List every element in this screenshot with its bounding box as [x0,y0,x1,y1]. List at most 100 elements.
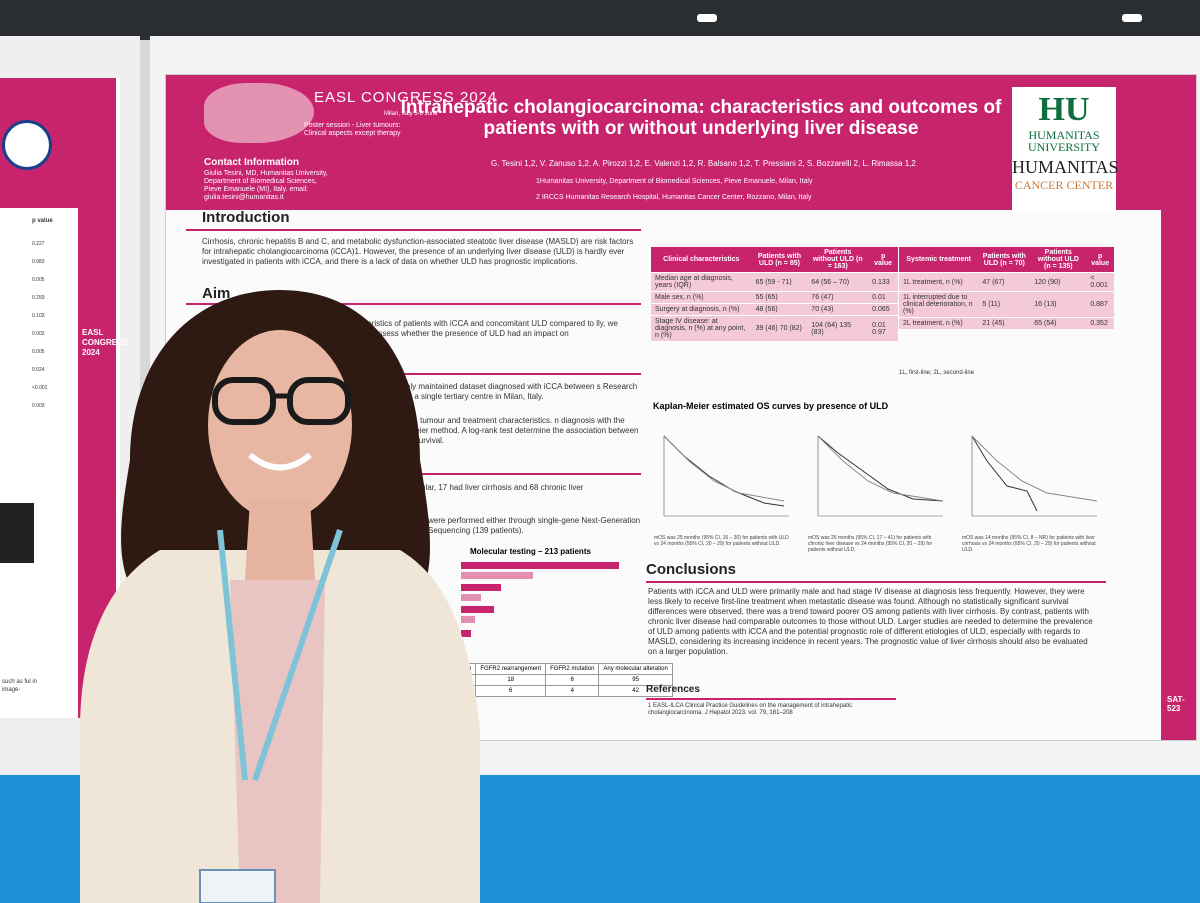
results-text: ular, 17 had liver cirrhosis and 68 chro… [421,483,584,492]
top [230,580,325,903]
table-cell: 65 (54) [1030,317,1087,329]
table-cell: 104 (64) 135 (83) [807,315,869,341]
conclusions-heading: Conclusions [646,561,737,578]
molecular-bar-chart [461,562,619,637]
presenter-photo [80,290,480,903]
mol-cell: 4 [545,685,600,697]
bar [461,572,533,579]
p-value: 0.103 [32,313,45,319]
table-header: Systemic treatment [899,247,979,273]
poster-side-strip: SAT-523 [1161,75,1196,740]
easl-congress-logo: EASL CONGRESS 2024 [314,89,498,106]
side-label: SAT-523 [1167,695,1185,713]
table-cell: 0.01 [868,291,898,304]
systemic-treatment-table: Systemic treatment Patients with ULD (n … [899,247,1114,329]
left-poster-values: 0.227 0.983 0.005 0.259 0.103 0.002 0.00… [32,235,47,415]
table-cell: 2L treatment, n (%) [899,317,979,329]
table-header: Patients without ULD (n = 135) [1030,247,1087,273]
km-title: Kaplan-Meier estimated OS curves by pres… [653,401,889,411]
table-cell: 0.065 [868,303,898,316]
p-value: 0.005 [32,349,45,355]
table-cell: Male sex, n (%) [651,291,752,304]
table-cell: Surgery at diagnosis, n (%) [651,303,752,316]
table-cell: 48 (56) [751,303,808,316]
table-header: Patients with ULD (n = 70) [978,247,1031,273]
bar [461,584,501,591]
results-text-2: were performed either through single-gen… [428,516,641,535]
left-poster-seal [2,120,52,170]
face [208,330,352,520]
km-caption: mOS was 25 months (95% CI, 16 – 30) for … [654,535,789,547]
ceiling-light [697,14,717,22]
table-cell: Stage IV disease: at diagnosis, n (%) at… [651,315,752,341]
table-cell: 1L interrupted due to clinical deteriora… [899,291,979,318]
affiliation-1: 1Humanitas University, Department of Bio… [536,178,813,185]
left-poster-photo [0,503,34,563]
table-cell: 39 (46) 70 (82) [751,315,808,341]
table-cell: 21 (45) [978,317,1031,329]
table-cell: 47 (67) [978,272,1031,292]
table-cell: 16 (13) [1030,291,1087,318]
table-header: Patients without ULD (n = 163) [807,247,869,273]
km-caption: mOS was 26 months (95% CI, 17 – 41) for … [808,535,933,553]
section-rule [646,698,896,700]
section-rule [186,229,641,231]
table-cell: 0.887 [1086,291,1114,318]
table-cell: 55 (65) [751,291,808,304]
methods-text: spectively maintained dataset diagnosed … [381,382,638,401]
p-value: <0.001 [32,385,48,391]
introduction-text: Cirrhosis, chronic hepatitis B and C, an… [202,237,634,266]
bar [461,594,481,601]
km-plot-chronic [817,435,944,517]
clinical-characteristics-table: Clinical characteristics Patients with U… [651,247,898,341]
humanitas-logo: HU HUMANITAS UNIVERSITY HUMANITAS CANCER… [1012,87,1119,212]
references-heading: References [646,684,700,695]
table-cell: 70 (43) [807,303,869,316]
table-cell: 0.01 0.97 [868,315,898,341]
neck [245,500,315,580]
hu-subtitle: HUMANITAS UNIVERSITY [1028,128,1100,154]
mol-cell: 42 [598,685,673,697]
table-cell: 65 (59 - 71) [751,272,808,292]
table-cell: 0.352 [1086,317,1114,329]
left-poster-congress: EASL CONGRESS 2024 [82,328,128,357]
table-cell: 64 (56 – 70) [807,272,869,292]
systemic-footnote: 1L, first-line; 2L, second-line [899,370,975,376]
bar [461,630,471,637]
mol-header: FGFR2 mutation [545,663,600,675]
p-value: 0.983 [32,259,45,265]
congress-city: Milan, Italy 5-8 June [384,111,438,117]
aim-text: characteristics of patients with iCCA an… [341,319,618,338]
bar [461,562,619,569]
section-rule [186,303,641,305]
p-value: 0.002 [32,331,45,337]
glasses-right [287,377,351,425]
poster-title: Intrahepatic cholangiocarcinoma: charact… [400,97,1002,139]
table-header: p value [868,247,898,273]
affiliation-2: 2 IRCCS Humanitas Research Hospital, Hum… [536,194,812,201]
table-cell: 5 (11) [978,291,1031,318]
lanyard [217,529,343,781]
references-text: 1 EASL-ILCA Clinical Practice Guidelines… [648,703,853,716]
table-cell: < 0.001 [1086,272,1114,292]
mol-cell: 6 [545,674,600,686]
liver-graphic [204,83,314,143]
section-rule [646,581,1106,583]
km-plot-cirrhosis [971,435,1098,517]
p-value: 0.005 [32,277,45,283]
table-header: Clinical characteristics [651,247,752,273]
table-cell: Median age at diagnosis, years (IQR) [651,272,752,292]
table-cell: 1L treatment, n (%) [899,272,979,292]
p-value: 0.024 [32,367,45,373]
smile [248,452,312,471]
table-cell: 76 (47) [807,291,869,304]
bar [461,616,475,623]
table-header: p value [1086,247,1114,273]
table-cell: 120 (90) [1030,272,1087,292]
molecular-testing-title: Molecular testing – 213 patients [470,547,591,556]
contact-title: Contact Information [204,157,299,168]
contact-body: Giulia Tesini, MD, Humanitas University,… [204,170,328,201]
km-caption: mOS was 14 months (95% CI, 8 – NR) for p… [962,535,1096,553]
aim-heading: Aim [202,285,231,302]
authors: G. Tesini 1,2, V. Zanuso 1,2, A. Pirozzi… [491,159,916,168]
